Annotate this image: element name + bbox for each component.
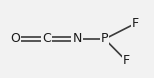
Text: N: N xyxy=(72,33,82,45)
Text: F: F xyxy=(123,54,130,67)
Text: P: P xyxy=(101,33,108,45)
Text: O: O xyxy=(10,33,20,45)
Text: F: F xyxy=(132,17,139,30)
Text: C: C xyxy=(42,33,51,45)
